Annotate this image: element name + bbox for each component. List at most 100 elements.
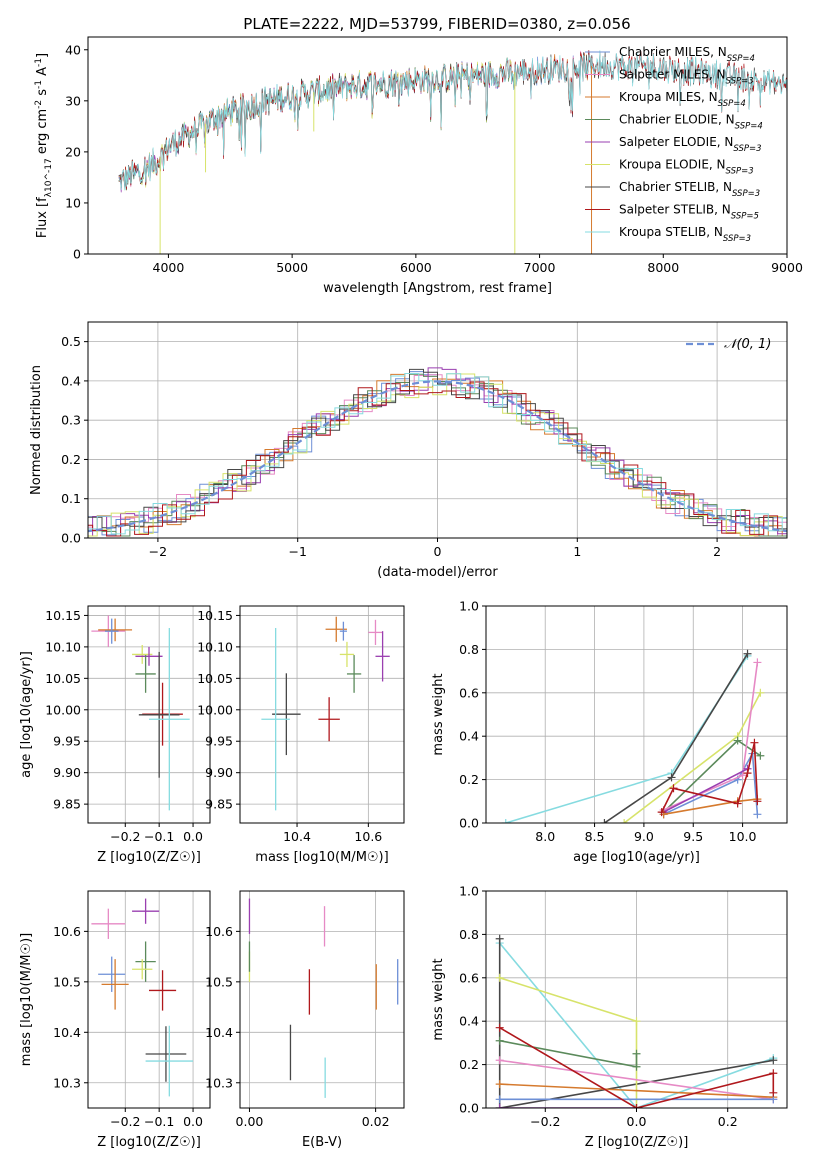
- legend-entry: Chabrier ELODIE, NSSP=4: [619, 113, 763, 132]
- age_vs_mass-ytick-label: 9.90: [205, 765, 233, 780]
- weight_vs_Z-ylabel-label: mass weight: [431, 958, 446, 1040]
- weight_vs_Z-plot-area: [495, 934, 778, 1108]
- legend-entry: Kroupa STELIB, NSSP=3: [619, 225, 751, 244]
- legend-entry: Salpeter ELODIE, NSSP=3: [619, 135, 762, 154]
- weight_vs_age-marker: [756, 751, 765, 760]
- panel-weight_vs_Z: −0.2 0.0 0.2 0.0 0.2 0.4 0.6 0.8 1.0 Z [log10(Z/Z…: [431, 884, 788, 1150]
- weight_vs_Z-marker: [495, 1056, 504, 1065]
- age_vs_Z-plot-area: [91, 615, 190, 811]
- legend-entry: Chabrier STELIB, NSSP=3: [619, 180, 760, 199]
- weight_vs_Z-series-line: [498, 938, 774, 1108]
- age_vs_mass-point: [339, 621, 347, 641]
- spectrum-ytick-label: 40: [65, 42, 81, 57]
- weight_vs_Z-series-line: [499, 1059, 774, 1101]
- panels: Chabrier MILES, NSSP=4 Salpeter MILES, NS…: [19, 36, 803, 1150]
- mass_vs_Z-point: [132, 959, 153, 980]
- age_vs_Z-point: [138, 651, 180, 778]
- age_vs_mass-point: [368, 619, 383, 645]
- mass_vs_ebv-xtick-label: 0.02: [362, 1114, 390, 1129]
- age_vs_mass-ytick-label: 9.95: [205, 734, 233, 749]
- weight_vs_Z-marker: [495, 1095, 504, 1104]
- mass_vs_Z-xlabel-label: Z [log10(Z/Z☉)]: [97, 1135, 201, 1150]
- normal-reference-curve: [88, 380, 787, 533]
- age_vs_mass-xtick-label: 10.4: [283, 829, 311, 844]
- spectrum-ytick-label: 30: [65, 93, 81, 108]
- spectrum-plot-area: [118, 50, 787, 254]
- weight_vs_Z-marker: [495, 1080, 504, 1089]
- age_vs_Z-ytick-label: 10.00: [45, 702, 81, 717]
- weight_vs_Z-ytick-label: 0.4: [459, 1014, 479, 1029]
- spectrum-series-8: [118, 50, 787, 191]
- spectrum-xlabel-label: wavelength [Angstrom, rest frame]: [323, 281, 552, 296]
- age_vs_Z-xtick-label: −0.2: [110, 829, 140, 844]
- mass_vs_Z-point: [132, 898, 160, 924]
- weight_vs_age-ytick-label: 0.8: [459, 642, 479, 657]
- age_vs_mass-point: [318, 697, 340, 742]
- spectrum-axes-frame: [87, 36, 788, 255]
- weight_vs_age-marker: [753, 810, 762, 819]
- age_vs_Z-ylabel-label: age [log10(age/yr)]: [19, 651, 34, 778]
- weight_vs_age-marker: [733, 799, 742, 808]
- age_vs_mass-point: [339, 641, 355, 668]
- weight_vs_age-marker: [600, 819, 609, 823]
- weight_vs_Z-series-line: [499, 942, 774, 1108]
- weight_vs_Z-marker: [495, 973, 504, 982]
- weight_vs_age-ylabel-label: mass weight: [431, 673, 446, 755]
- weight_vs_age-marker: [620, 819, 629, 823]
- weight_vs_Z-marker: [632, 1104, 641, 1108]
- weight_vs_age-plot-area: [501, 649, 765, 823]
- weight_vs_age-marker: [667, 773, 676, 782]
- age_vs_Z-ytick-label: 9.95: [53, 734, 81, 749]
- mass_vs_Z-xtick-label: −0.1: [144, 1114, 174, 1129]
- weight_vs_age-xtick-label: 9.0: [634, 829, 654, 844]
- panel-mass_vs_Z: −0.2 −0.1 0.0 10.3 10.4 10.5 10.6 Z [log10(Z/Z☉…: [19, 890, 211, 1150]
- panel-weight_vs_age: 8.0 8.5 9.0 9.5 10.0 0.0 0.2 0.4 0.6 0.8 1.0 age [l…: [431, 599, 788, 865]
- weight_vs_age-xtick-label: 10.0: [729, 829, 757, 844]
- age_vs_mass-point: [261, 628, 290, 811]
- spectrum-legend: Chabrier MILES, NSSP=4 Salpeter MILES, NS…: [585, 45, 763, 244]
- residuals-xtick-label: 1: [573, 544, 581, 559]
- weight_vs_age-marker: [738, 771, 747, 780]
- spectrum-xtick-label: 4000: [153, 260, 185, 275]
- residuals-xtick-label: −2: [149, 544, 167, 559]
- mass_vs_Z-point: [91, 908, 126, 939]
- weight_vs_age-marker: [753, 658, 762, 667]
- mass_vs_Z-point: [145, 1025, 194, 1097]
- residual-histogram-6: [88, 368, 787, 530]
- weight_vs_age-xtick-label: 8.5: [585, 829, 605, 844]
- weight_vs_Z-marker: [495, 1036, 504, 1045]
- mass_vs_ebv-xtick-label: 0.00: [236, 1114, 264, 1129]
- residual-histogram-8: [88, 373, 787, 535]
- age_vs_mass-ytick-label: 10.00: [197, 702, 233, 717]
- weight_vs_age-marker: [657, 808, 666, 817]
- mass_vs_ebv-axes-frame: [239, 890, 405, 1109]
- panel-spectrum: Chabrier MILES, NSSP=4 Salpeter MILES, NS…: [34, 36, 803, 296]
- weight_vs_age-ytick-label: 0.0: [459, 816, 479, 831]
- mass_vs_ebv-ytick-label: 10.5: [205, 974, 233, 989]
- weight_vs_Z-xtick-label: −0.2: [530, 1114, 560, 1129]
- age_vs_mass-point: [346, 655, 362, 693]
- residuals-xlabel-label: (data-model)/error: [377, 565, 498, 580]
- mass_vs_Z-axes-frame: [87, 890, 211, 1109]
- weight_vs_Z-marker: [632, 1062, 641, 1071]
- weight_vs_age-marker: [743, 769, 752, 778]
- figure-title: PLATE=2222, MJD=53799, FIBERID=0380, z=0…: [243, 15, 630, 33]
- age_vs_Z-axes-frame: [87, 605, 211, 824]
- weight_vs_age-marker: [743, 649, 752, 658]
- residuals-ytick-label: 0.1: [61, 491, 81, 506]
- age_vs_Z-point: [135, 646, 163, 666]
- legend-entry: Kroupa ELODIE, NSSP=3: [619, 158, 754, 177]
- mass_vs_Z-ylabel-label: mass [log10(M/M☉)]: [19, 933, 34, 1066]
- mass_vs_ebv-plot-area: [248, 898, 399, 1098]
- residuals-ytick-label: 0.3: [61, 413, 81, 428]
- weight_vs_age-series-line: [663, 750, 759, 816]
- weight_vs_age-xlabel-label: age [log10(age/yr)]: [573, 850, 700, 865]
- weight_vs_age-series-line: [660, 742, 759, 813]
- mass_vs_Z-point: [145, 1026, 187, 1082]
- age_vs_mass-ytick-label: 10.10: [197, 639, 233, 654]
- weight_vs_Z-series-line: [499, 1027, 775, 1108]
- weight_vs_Z-ytick-label: 0.6: [459, 970, 479, 985]
- residuals-ytick-label: 0.5: [61, 334, 81, 349]
